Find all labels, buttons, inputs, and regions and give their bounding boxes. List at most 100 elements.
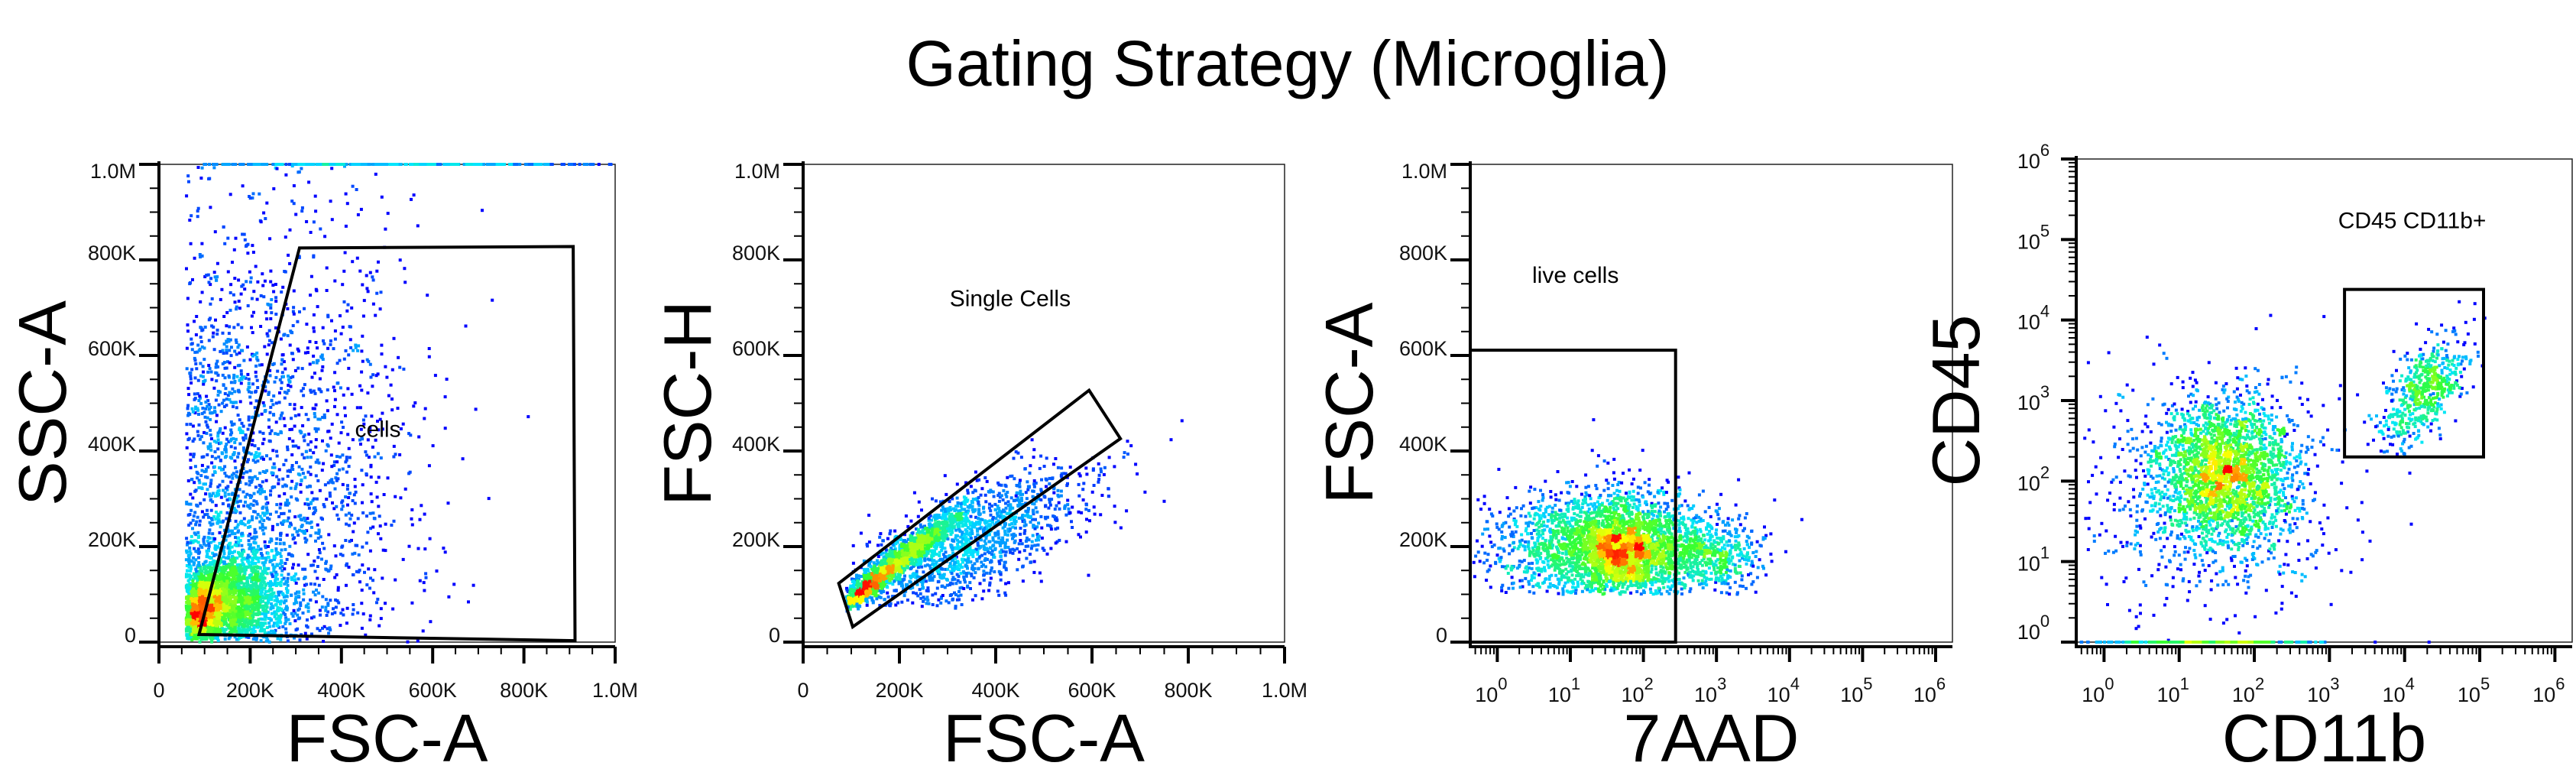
data-point [217,615,221,618]
data-point [401,422,405,426]
data-point [216,431,220,435]
data-point [280,578,284,582]
data-point [260,605,264,609]
data-point [186,599,190,602]
data-point [244,436,248,440]
data-point [319,516,323,520]
data-point [427,355,431,359]
data-point [230,569,234,573]
data-point [345,606,349,610]
data-point [375,601,378,605]
data-point [240,581,244,585]
data-point [360,469,364,472]
data-point [423,163,426,166]
data-point [251,569,254,573]
data-point [256,459,260,463]
data-point [189,521,193,525]
data-point [267,600,271,604]
data-point [203,410,206,414]
data-point [231,529,235,533]
data-point [310,632,313,636]
data-point [230,423,234,427]
data-point [214,494,217,498]
data-point [537,163,541,166]
data-point [274,283,277,286]
data-point [199,579,203,583]
data-point [317,591,321,595]
data-point [201,589,205,593]
data-point [274,313,278,316]
data-point [284,503,287,507]
data-point [238,622,242,626]
data-point [198,253,202,256]
data-point [235,496,238,500]
data-point [316,417,320,421]
data-point [214,398,218,402]
data-point [190,589,193,592]
data-point [303,519,307,523]
data-point [206,370,210,374]
data-point [206,539,209,543]
data-point [208,367,212,371]
data-point [365,583,369,587]
data-point [230,591,233,595]
data-point [245,611,249,614]
data-point [256,569,260,573]
data-point [203,572,207,575]
data-point [226,544,230,547]
data-point [212,515,216,518]
data-point [352,573,355,576]
data-point [203,470,206,473]
data-point [200,510,204,514]
data-point [241,436,245,440]
data-point [384,227,387,231]
data-point [279,534,283,537]
data-point [202,539,206,543]
data-point [423,547,427,551]
data-point [280,371,284,375]
data-point [220,627,224,630]
data-point [240,544,244,547]
data-point [218,531,222,534]
data-point [251,503,255,507]
data-point [336,477,340,481]
data-point [329,564,333,568]
data-point [265,317,269,321]
data-point [245,470,249,474]
data-point [267,343,271,347]
data-point [274,595,277,599]
data-point [287,618,290,621]
data-point [462,163,466,166]
data-point [186,297,190,300]
data-point [375,291,379,295]
data-point [231,566,235,569]
data-point [192,453,196,456]
data-point [208,521,212,524]
data-point [276,563,279,567]
data-point [332,463,336,467]
data-point [239,578,243,582]
data-point [491,298,494,302]
data-point [219,621,222,625]
data-point [309,231,313,234]
data-point [210,563,214,566]
data-point [248,395,252,399]
data-point [276,433,280,436]
data-point [201,365,205,368]
data-point [204,468,208,472]
data-point [235,582,239,586]
data-point [194,523,198,527]
data-point [285,534,289,537]
data-point [350,306,354,310]
data-point [303,433,306,436]
data-point [269,306,273,310]
data-point [251,431,255,435]
data-point [245,345,249,349]
data-point [207,339,211,342]
data-point [254,578,258,582]
data-point [225,324,228,328]
data-point [185,627,189,631]
data-point [258,472,262,475]
data-point [243,605,247,609]
data-point [241,615,245,618]
